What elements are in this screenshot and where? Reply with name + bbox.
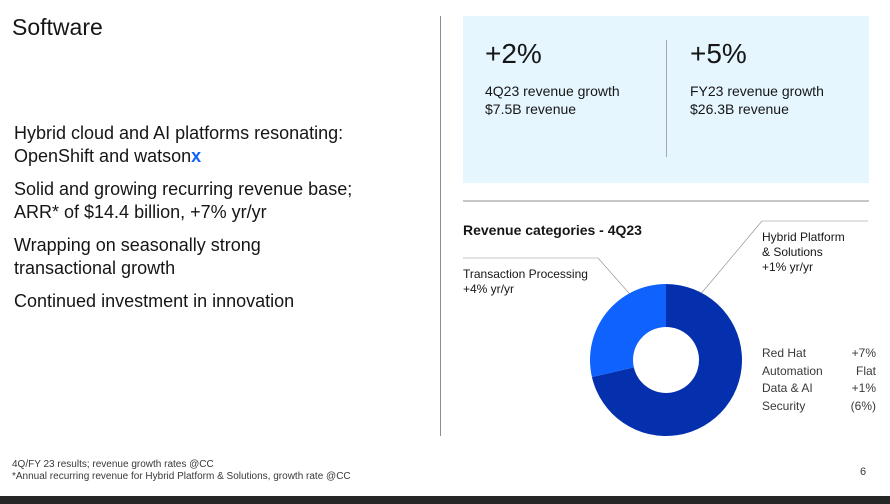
segment-row: Automation Flat — [762, 363, 876, 381]
bullet-item: Hybrid cloud and AI platforms resonating… — [14, 122, 394, 168]
kpi-line: $7.5B revenue — [485, 101, 577, 117]
bullet-item: Continued investment in innovation — [14, 291, 295, 311]
slice-name: Hybrid Platform — [762, 230, 845, 244]
segment-name: Red Hat — [762, 346, 807, 360]
segment-name: Automation — [762, 363, 823, 378]
chart-title: Revenue categories - 4Q23 — [463, 222, 642, 238]
bullet-text: Hybrid cloud and AI platforms resonating… — [14, 123, 344, 166]
bullet-item: Wrapping on seasonally strong transactio… — [14, 235, 261, 278]
slice-name: & Solutions — [762, 245, 823, 259]
slice-growth: +1% yr/yr — [762, 260, 814, 274]
segment-row: Security (6%) — [762, 398, 876, 416]
segment-value: +7% — [851, 346, 876, 360]
segment-value: (6%) — [850, 398, 876, 413]
kpi-value: +5% — [690, 38, 747, 69]
donut-slice-hybrid-platform-solutions — [591, 284, 742, 436]
segment-row: Red Hat +7% — [762, 345, 876, 363]
footnotes: 4Q/FY 23 results; revenue growth rates @… — [12, 459, 351, 483]
kpi-line: 4Q23 revenue growth — [485, 83, 620, 99]
segment-row: Data & AI +1% — [762, 380, 876, 398]
kpi-value: +2% — [485, 38, 542, 69]
bullet-list: Hybrid cloud and AI platforms resonating… — [14, 122, 394, 323]
kpi-year: +5% FY23 revenue growth $26.3B revenue — [690, 38, 824, 118]
slice-name: Transaction Processing — [463, 267, 588, 281]
donut-slice-transaction-processing — [590, 284, 666, 378]
segment-value: Flat — [855, 363, 876, 378]
slide-title: Software — [12, 14, 103, 40]
footnote: 4Q/FY 23 results; revenue growth rates @… — [12, 459, 214, 470]
kpi-line: FY23 revenue growth — [690, 83, 824, 99]
segment-name: Security — [762, 398, 806, 413]
kpi-label: FY23 revenue growth $26.3B revenue — [690, 82, 824, 118]
segment-name: Data & AI — [762, 381, 813, 395]
kpi-divider — [666, 40, 667, 157]
label-hybrid-platform: Hybrid Platform & Solutions +1% yr/yr — [762, 230, 845, 275]
kpi-line: $26.3B revenue — [690, 101, 789, 117]
label-transaction-processing: Transaction Processing +4% yr/yr — [463, 267, 588, 297]
kpi-quarter: +2% 4Q23 revenue growth $7.5B revenue — [485, 38, 620, 118]
segment-value: +1% — [851, 381, 876, 395]
footnote: *Annual recurring revenue for Hybrid Pla… — [12, 471, 351, 482]
vertical-divider — [440, 16, 441, 436]
segment-table: Red Hat +7% Automation Flat Data & AI +1% S… — [762, 345, 876, 415]
bottom-bar — [0, 496, 890, 504]
slice-growth: +4% yr/yr — [463, 282, 515, 296]
page-number: 6 — [860, 466, 867, 478]
kpi-label: 4Q23 revenue growth $7.5B revenue — [485, 82, 620, 118]
bullet-item: Solid and growing recurring revenue base… — [14, 179, 353, 222]
watsonx-accent: x — [191, 146, 202, 166]
section-rule — [463, 200, 869, 202]
